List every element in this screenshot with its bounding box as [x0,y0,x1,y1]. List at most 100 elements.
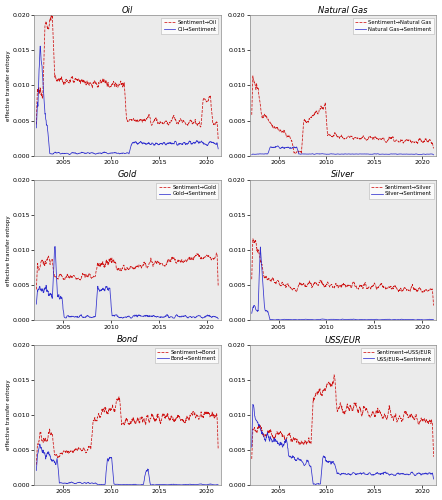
Gold→Sentiment [140,313,145,319]
USS/EUR→Sentiment [355,470,360,476]
Sentiment→Gold [45,256,50,262]
Sentiment→Natural Gas [360,134,365,140]
Sentiment→Gold [144,265,149,271]
Sentiment→Natural Gas [406,138,412,144]
Sentiment→Bond [191,408,196,414]
Bond→Sentiment [37,441,42,447]
Bond→Sentiment [45,449,50,455]
Y-axis label: effective transfer entropy: effective transfer entropy [6,380,11,450]
Legend: Sentiment→Oil, Oil→Sentiment: Sentiment→Oil, Oil→Sentiment [161,18,218,34]
Bond→Sentiment [140,482,145,488]
USS/EUR→Sentiment [249,444,255,450]
Natural Gas→Sentiment [275,143,281,149]
USS/EUR→Sentiment [250,402,255,407]
Sentiment→Bond [34,462,39,468]
Sentiment→USS/EUR [365,409,370,415]
Gold→Sentiment [34,301,39,307]
Title: Oil: Oil [122,6,133,15]
Sentiment→Silver [387,284,392,290]
Sentiment→Silver [360,285,365,291]
Sentiment→Natural Gas [388,135,393,141]
Oil→Sentiment [38,43,43,49]
Sentiment→Silver [355,286,360,292]
Title: Silver: Silver [331,170,355,179]
Sentiment→Natural Gas [299,150,304,156]
Legend: Sentiment→Bond, Bond→Sentiment: Sentiment→Bond, Bond→Sentiment [155,348,218,364]
Sentiment→Gold [139,264,145,270]
Bond→Sentiment [150,482,155,488]
Silver→Sentiment [355,316,360,322]
Silver→Sentiment [258,244,263,250]
Bond→Sentiment [152,482,157,488]
Silver→Sentiment [413,317,419,323]
Bond→Sentiment [172,482,177,488]
Sentiment→Bond [45,438,50,444]
Line: Gold→Sentiment: Gold→Sentiment [36,246,218,319]
Gold→Sentiment [191,314,196,320]
Title: Natural Gas: Natural Gas [318,6,368,15]
Sentiment→Oil [34,122,39,128]
Sentiment→Gold [171,255,177,261]
Sentiment→Bond [140,414,145,420]
USS/EUR→Sentiment [388,472,393,478]
Y-axis label: effective transfer entropy: effective transfer entropy [6,50,11,121]
Sentiment→Silver [431,302,436,308]
Sentiment→Oil [45,26,50,32]
Sentiment→Silver [249,276,255,282]
USS/EUR→Sentiment [431,476,436,482]
Natural Gas→Sentiment [431,152,436,158]
Sentiment→Natural Gas [355,136,360,141]
Sentiment→Oil [172,114,177,120]
Natural Gas→Sentiment [387,151,392,157]
Line: Sentiment→Bond: Sentiment→Bond [36,397,218,464]
Sentiment→Oil [144,116,149,122]
Y-axis label: effective transfer entropy: effective transfer entropy [6,215,11,286]
Gold→Sentiment [172,315,177,321]
Natural Gas→Sentiment [249,152,255,158]
Sentiment→Oil [191,120,196,126]
Sentiment→Gold [216,283,221,289]
USS/EUR→Sentiment [313,482,319,488]
Sentiment→Oil [150,120,155,126]
Silver→Sentiment [431,317,436,323]
Sentiment→Natural Gas [260,114,266,119]
Gold→Sentiment [144,313,149,319]
Oil→Sentiment [172,138,177,144]
Legend: Sentiment→USS/EUR, USS/EUR→Sentiment: Sentiment→USS/EUR, USS/EUR→Sentiment [361,348,434,364]
Title: Gold: Gold [118,170,137,179]
Oil→Sentiment [191,140,196,145]
Sentiment→Oil [216,136,221,142]
Legend: Sentiment→Silver, Silver→Sentiment: Sentiment→Silver, Silver→Sentiment [369,183,434,198]
Oil→Sentiment [140,140,145,146]
Title: USS/EUR: USS/EUR [325,335,362,344]
Sentiment→Natural Gas [431,146,436,152]
Sentiment→USS/EUR [360,412,365,418]
Oil→Sentiment [67,152,72,158]
Sentiment→Silver [406,288,411,294]
Sentiment→Oil [140,118,145,124]
Line: Silver→Sentiment: Silver→Sentiment [252,247,434,320]
Sentiment→Gold [191,254,196,260]
Bond→Sentiment [144,468,149,474]
USS/EUR→Sentiment [360,470,365,476]
Sentiment→Bond [172,417,177,423]
Sentiment→Silver [260,270,266,276]
Oil→Sentiment [150,140,155,146]
Bond→Sentiment [216,482,221,488]
Line: Sentiment→Oil: Sentiment→Oil [36,16,218,139]
Sentiment→Gold [214,250,219,256]
Sentiment→USS/EUR [387,406,392,412]
Sentiment→Silver [250,236,255,242]
Silver→Sentiment [249,310,255,316]
Sentiment→Bond [144,413,149,419]
Silver→Sentiment [365,316,370,322]
Sentiment→USS/EUR [355,409,360,415]
Sentiment→USS/EUR [249,456,255,462]
Title: Bond: Bond [117,335,138,344]
Silver→Sentiment [360,316,365,322]
Oil→Sentiment [216,146,221,152]
Natural Gas→Sentiment [260,151,266,157]
Natural Gas→Sentiment [360,151,365,157]
Sentiment→Gold [34,286,39,292]
Legend: Sentiment→Gold, Gold→Sentiment: Sentiment→Gold, Gold→Sentiment [156,183,218,198]
